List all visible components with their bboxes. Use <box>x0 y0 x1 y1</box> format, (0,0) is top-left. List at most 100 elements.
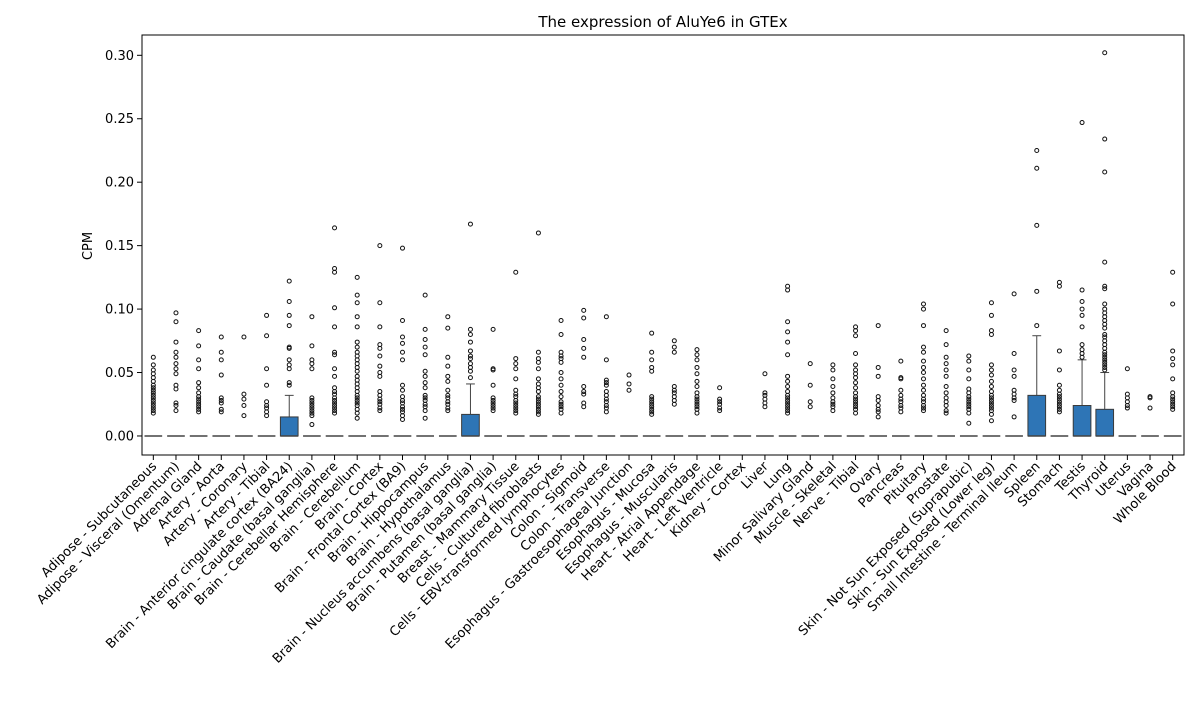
outlier-point <box>332 352 338 358</box>
outlier-point <box>196 328 202 334</box>
outlier-point <box>581 337 587 343</box>
outlier-point <box>943 328 949 334</box>
box-group <box>1027 147 1047 437</box>
outlier-point <box>943 383 949 389</box>
box-group <box>506 269 525 437</box>
box-group <box>371 243 389 437</box>
outlier-point <box>988 300 994 306</box>
outlier-point <box>535 401 541 407</box>
outlier-point <box>513 391 519 397</box>
outlier-point <box>694 410 700 416</box>
outlier-point <box>490 326 496 332</box>
outlier-point <box>717 408 723 414</box>
outlier-point <box>1011 367 1017 373</box>
outlier-point <box>264 312 270 318</box>
outlier-point <box>377 353 383 359</box>
outlier-point <box>150 392 156 398</box>
outlier-point <box>1102 364 1108 370</box>
outlier-point <box>535 366 541 372</box>
outlier-point <box>943 354 949 360</box>
outlier-point <box>1170 401 1176 407</box>
outlier-point <box>218 406 224 412</box>
outlier-point <box>513 397 519 403</box>
outlier-point <box>558 404 564 410</box>
outlier-point <box>196 401 202 407</box>
outlier-point <box>988 395 994 401</box>
outlier-point <box>603 396 609 402</box>
outlier-point <box>1034 288 1040 294</box>
outlier-point <box>988 312 994 318</box>
outlier-point <box>1011 373 1017 379</box>
outlier-point <box>309 343 315 349</box>
outlier-point <box>581 345 587 351</box>
outlier-point <box>921 358 926 364</box>
outlier-point <box>218 397 224 403</box>
outlier-point <box>377 345 383 351</box>
outlier-point <box>400 416 405 422</box>
box-group <box>824 362 842 437</box>
outlier-point <box>286 278 292 284</box>
box-group <box>552 317 570 437</box>
outlier-point <box>264 333 270 339</box>
box-group <box>869 323 888 437</box>
outlier-point <box>196 406 202 412</box>
outlier-point <box>988 378 994 384</box>
outlier-point <box>150 390 156 396</box>
outlier-point <box>1056 382 1062 388</box>
outlier-point <box>898 376 904 382</box>
outlier-point <box>513 366 519 372</box>
outlier-point <box>694 394 700 400</box>
outlier-point <box>921 403 926 409</box>
outlier-point <box>422 408 428 414</box>
outlier-point <box>332 225 338 231</box>
outlier-point <box>830 367 836 373</box>
outlier-point <box>422 385 428 391</box>
outlier-point <box>649 349 655 355</box>
box-group <box>688 347 706 437</box>
outlier-point <box>150 362 156 368</box>
outlier-point <box>1034 222 1040 228</box>
outlier-point <box>785 397 791 403</box>
outlier-point <box>332 395 338 401</box>
outlier-point <box>1170 269 1176 275</box>
outlier-point <box>694 396 700 402</box>
outlier-point <box>218 395 224 401</box>
outlier-point <box>807 382 813 388</box>
outlier-point <box>603 380 609 386</box>
outlier-point <box>558 410 564 416</box>
outlier-point <box>332 373 338 379</box>
outlier-point <box>853 399 859 405</box>
outlier-point <box>490 408 496 414</box>
outlier-point <box>1102 362 1108 368</box>
outlier-point <box>332 305 338 311</box>
outlier-point <box>1102 301 1108 307</box>
outlier-point <box>830 408 836 414</box>
outlier-point <box>1102 354 1108 360</box>
outlier-point <box>535 349 541 355</box>
outlier-point <box>558 401 564 407</box>
outlier-point <box>649 396 655 402</box>
outlier-point <box>853 375 859 381</box>
outlier-point <box>1102 352 1108 358</box>
outlier-point <box>853 410 859 416</box>
outlier-point <box>988 383 994 389</box>
outlier-point <box>535 389 541 395</box>
outlier-point <box>581 383 587 389</box>
box-group <box>144 354 163 437</box>
outlier-point <box>694 378 700 384</box>
box-group <box>348 274 367 437</box>
outlier-point <box>1056 367 1062 373</box>
outlier-point <box>966 394 972 400</box>
outlier-point <box>309 410 315 416</box>
outlier-point <box>1170 356 1176 362</box>
box-group <box>529 230 548 437</box>
box-group <box>892 358 910 437</box>
outlier-point <box>445 392 451 398</box>
box-group <box>438 314 457 437</box>
outlier-point <box>921 344 926 350</box>
y-tick-label: 0.20 <box>105 176 134 191</box>
outlier-point <box>535 396 541 402</box>
outlier-point <box>1034 147 1040 153</box>
outlier-point <box>309 397 315 403</box>
outlier-point <box>581 389 587 395</box>
